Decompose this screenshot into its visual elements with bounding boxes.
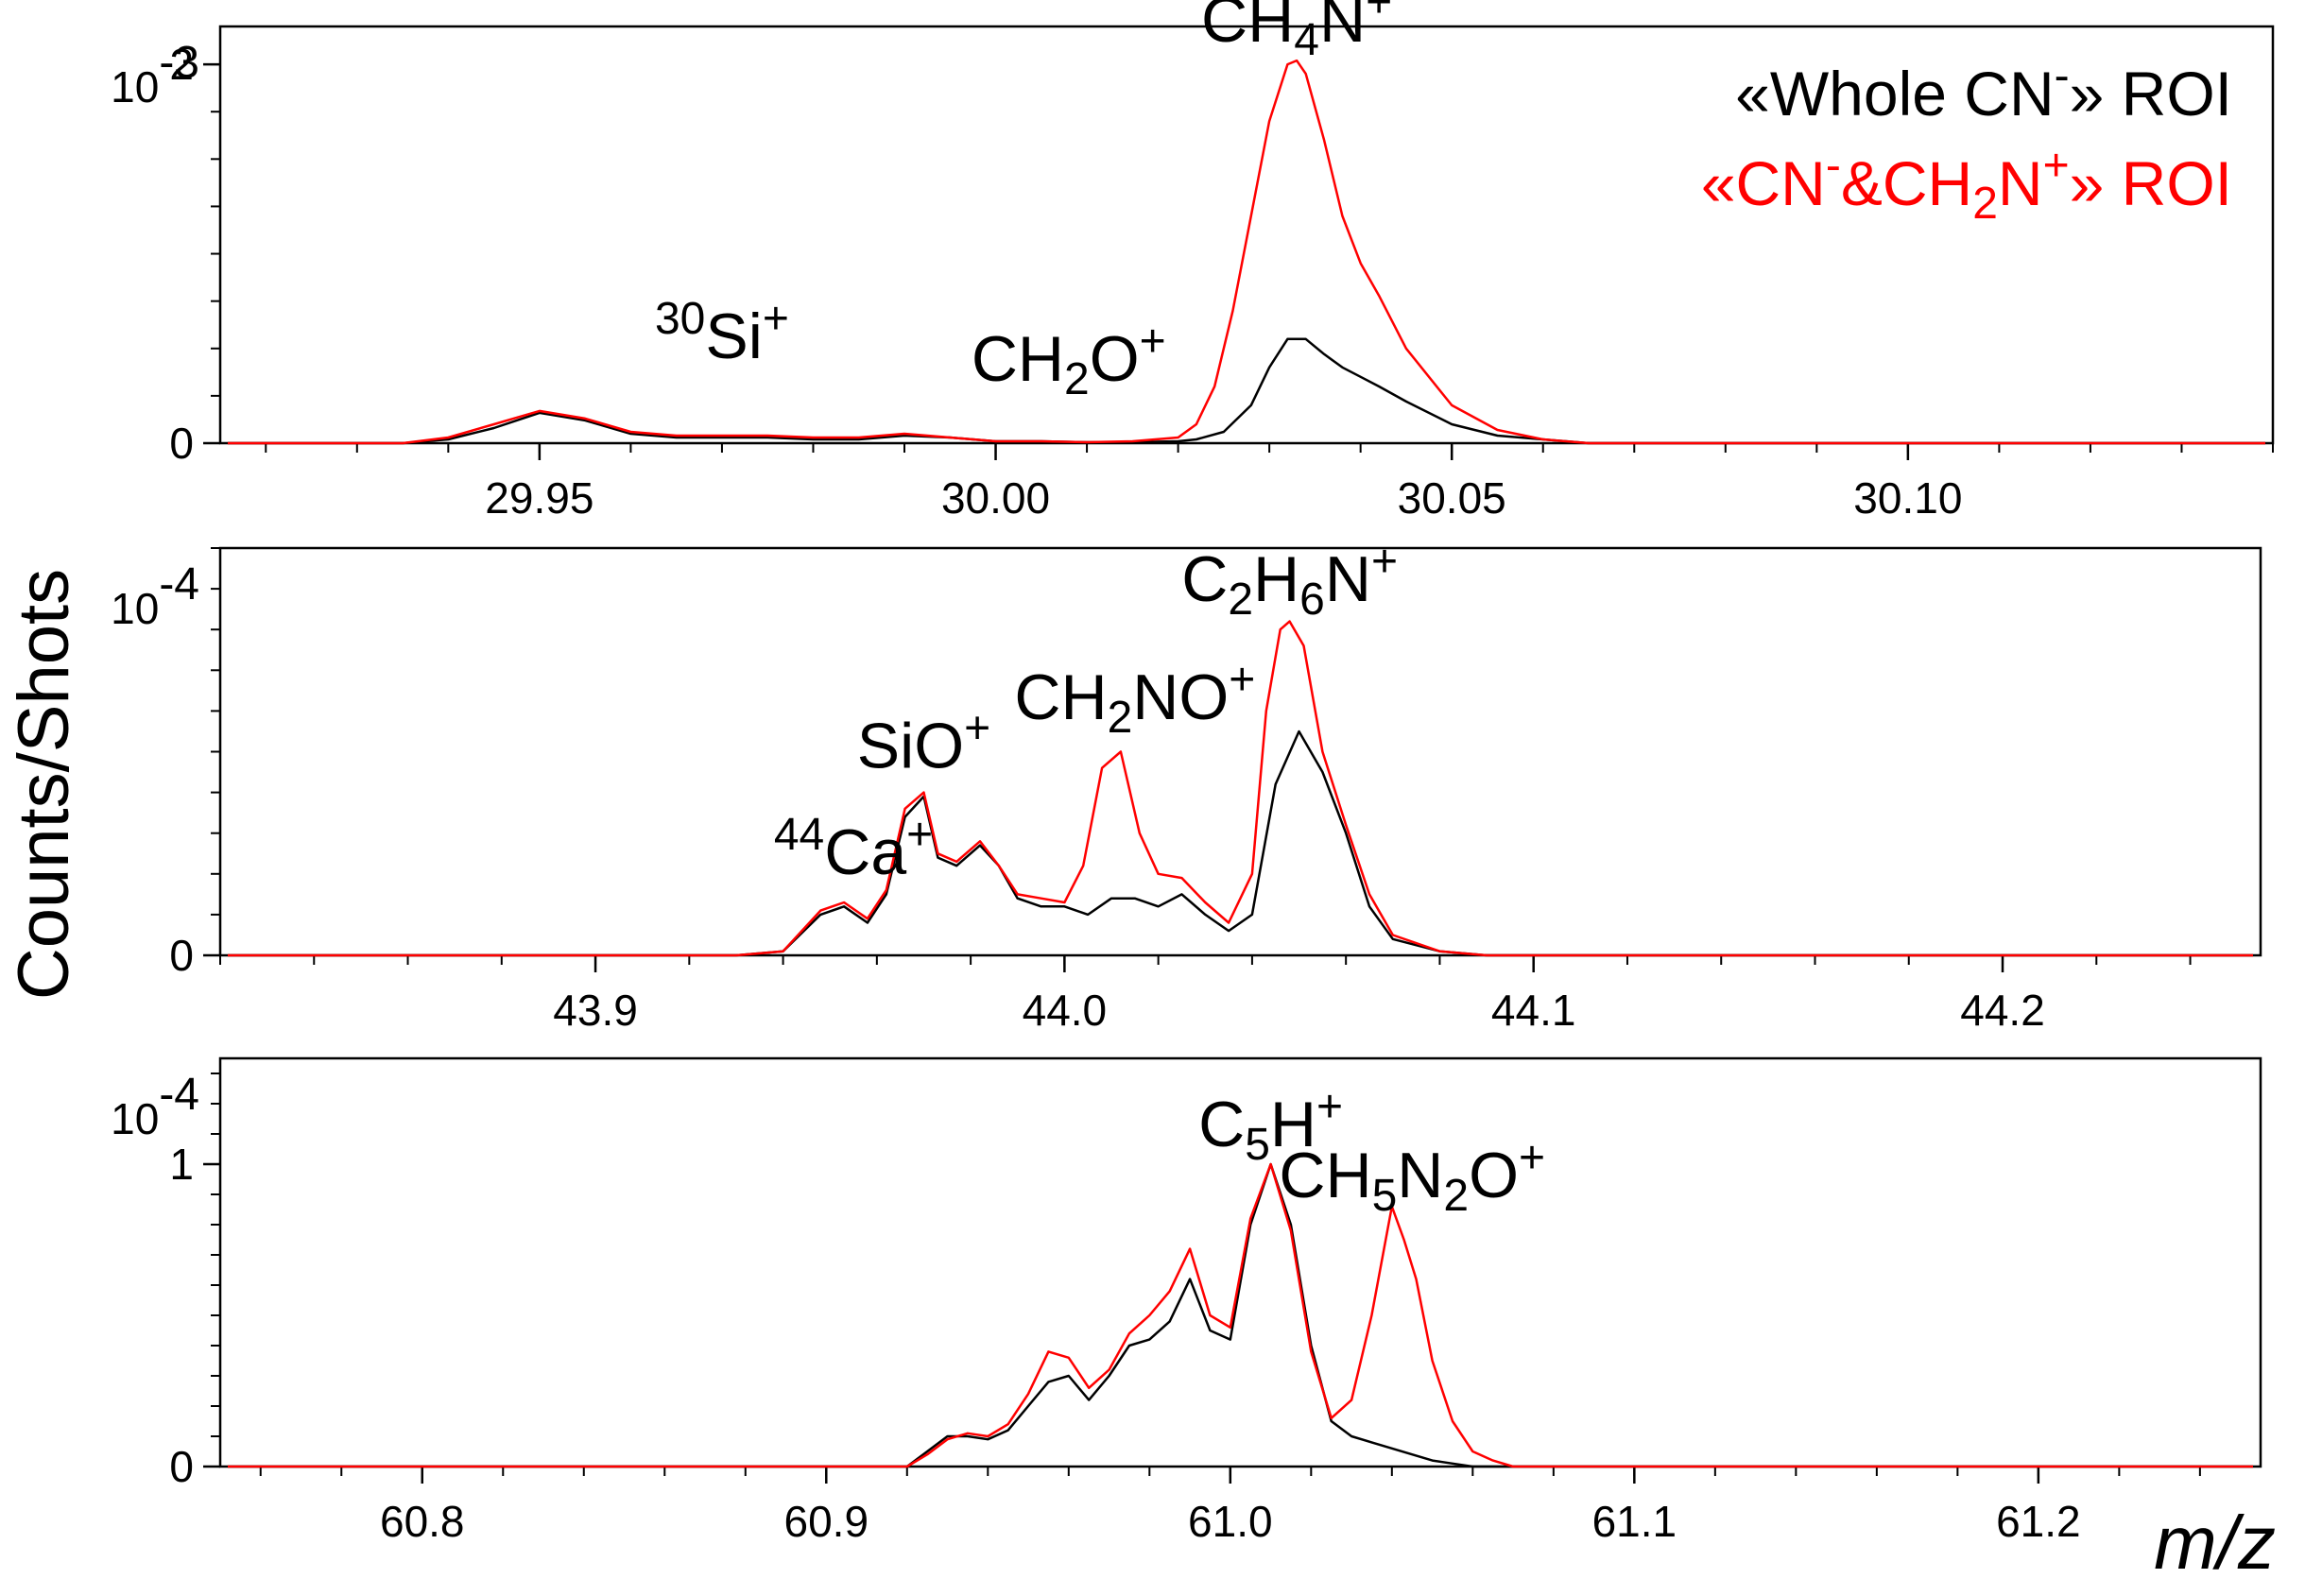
y-scale-label: 10-3 [111, 38, 199, 112]
x-axis-label: m/z [2154, 1501, 2276, 1585]
series-whole-cn-line [228, 729, 2253, 957]
x-tick-label: 44.1 [1491, 986, 1576, 1035]
x-tick-label: 61.1 [1592, 1497, 1677, 1546]
plot-frame [218, 1056, 2262, 1468]
x-tick-label: 30.00 [941, 473, 1050, 523]
legend: «Whole CN-» ROI «CN-&CH2N+» ROI [1701, 51, 2232, 229]
y-tick-label: 0 [169, 419, 194, 468]
legend-whole-cn: «Whole CN-» ROI [1735, 51, 2232, 129]
peak-label: CH2O+ [972, 317, 1166, 404]
panels-group: 29.95 30.00 30.05 30.10 0 210-3 30Si+ CH2O+ CH4N… [111, 0, 2275, 1546]
x-tick-label: 61.2 [1996, 1497, 2081, 1546]
legend-cn-ch2n: «CN-&CH2N+» ROI [1701, 141, 2232, 229]
series-whole-cn-line [228, 337, 2265, 445]
series-cn-ch2n-line [228, 1162, 2253, 1468]
peak-label: CH2NO+ [1014, 655, 1255, 743]
panel-mz44: 43.9 44.0 44.1 44.2 0 10-4 44Ca+ SiO+ CH2NO+ C2H6… [111, 537, 2262, 1035]
x-tick-label: 30.05 [1398, 473, 1506, 523]
y-axis-label: Counts/Shots [4, 569, 84, 1000]
y-tick-label: 1 [169, 1140, 194, 1189]
x-tick-label: 44.0 [1023, 986, 1108, 1035]
x-tick-label: 43.9 [553, 986, 638, 1035]
x-tick-label: 60.9 [784, 1497, 869, 1546]
series-cn-ch2n-line [228, 620, 2253, 957]
peak-label: 30Si+ [655, 294, 789, 372]
plot-frame [218, 25, 2275, 445]
peak-label: C2H6N+ [1181, 537, 1398, 625]
y-tick-label: 0 [169, 1442, 194, 1491]
peak-label: SiO+ [857, 704, 990, 782]
x-tick-label: 29.95 [485, 473, 593, 523]
x-tick-label: 44.2 [1960, 986, 2045, 1035]
y-tick-label: 0 [169, 931, 194, 980]
peak-label: CH4N+ [1201, 0, 1392, 65]
panel-mz61: 60.8 60.9 61.0 61.1 61.2 0 110-4 C5H+CH5N2O+ [111, 1056, 2262, 1546]
peak-label: 44Ca+ [774, 810, 933, 888]
panel-mz30: 29.95 30.00 30.05 30.10 0 210-3 30Si+ CH2O+ CH4N… [111, 0, 2275, 523]
x-tick-label: 61.0 [1188, 1497, 1273, 1546]
peak-label: C5H+ [1198, 1082, 1343, 1170]
x-tick-label: 30.10 [1853, 473, 1962, 523]
y-scale-label: 10-4 [111, 559, 199, 633]
peak-label: CH5N2O+ [1279, 1133, 1545, 1221]
y-tick-label: 2 [169, 40, 194, 89]
series-whole-cn-line [228, 1162, 2253, 1468]
y-scale-label: 10-4 [111, 1070, 199, 1143]
x-tick-label: 60.8 [380, 1497, 465, 1546]
series-cn-ch2n-line [228, 59, 2265, 445]
